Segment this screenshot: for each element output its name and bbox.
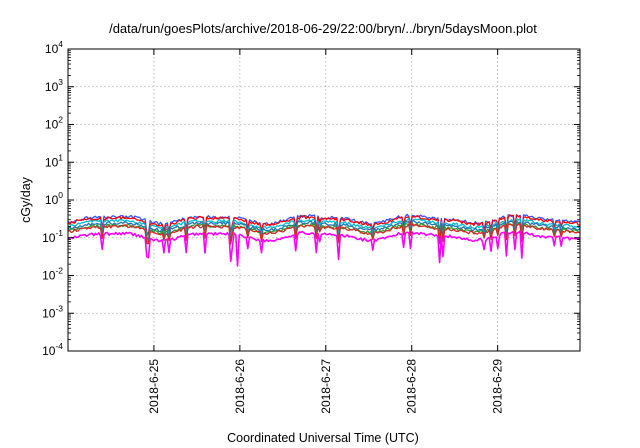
series-line-4 bbox=[67, 214, 581, 237]
series-group bbox=[67, 213, 581, 267]
series-line-1 bbox=[67, 223, 581, 245]
y-tick-label: 101 bbox=[45, 152, 63, 169]
y-tick-label: 100 bbox=[45, 190, 63, 207]
y-tick-label: 10-3 bbox=[42, 303, 63, 320]
y-tick-label: 102 bbox=[45, 115, 63, 132]
x-ticks: 2018-6-25 2018-6-26 2018-6-27 2018-6-28 2018… bbox=[147, 49, 505, 414]
x-tick-label: 2018-6-26 bbox=[233, 359, 247, 414]
y-tick-label: 10-4 bbox=[42, 341, 63, 358]
grid bbox=[68, 49, 580, 351]
series-line-0 bbox=[67, 230, 581, 267]
x-tick-label: 2018-6-28 bbox=[405, 359, 419, 414]
x-tick-label: 2018-6-25 bbox=[147, 359, 161, 414]
chart-title: /data/run/goesPlots/archive/2018-06-29/2… bbox=[109, 21, 537, 36]
y-axis-label: cGy/day bbox=[19, 176, 33, 223]
y-tick-label: 10-2 bbox=[42, 266, 63, 283]
y-ticks: 10-4 10-3 10-2 10-1 100 101 102 103 104 bbox=[42, 39, 580, 358]
x-tick-label: 2018-6-29 bbox=[491, 359, 505, 414]
x-tick-label: 2018-6-27 bbox=[319, 359, 333, 414]
x-axis-label: Coordinated Universal Time (UTC) bbox=[227, 431, 419, 445]
y-tick-label: 103 bbox=[45, 77, 63, 94]
series-line-5 bbox=[67, 217, 581, 241]
y-tick-label: 104 bbox=[45, 39, 63, 56]
series-line-3 bbox=[67, 220, 581, 242]
y-tick-label: 10-1 bbox=[42, 228, 63, 245]
